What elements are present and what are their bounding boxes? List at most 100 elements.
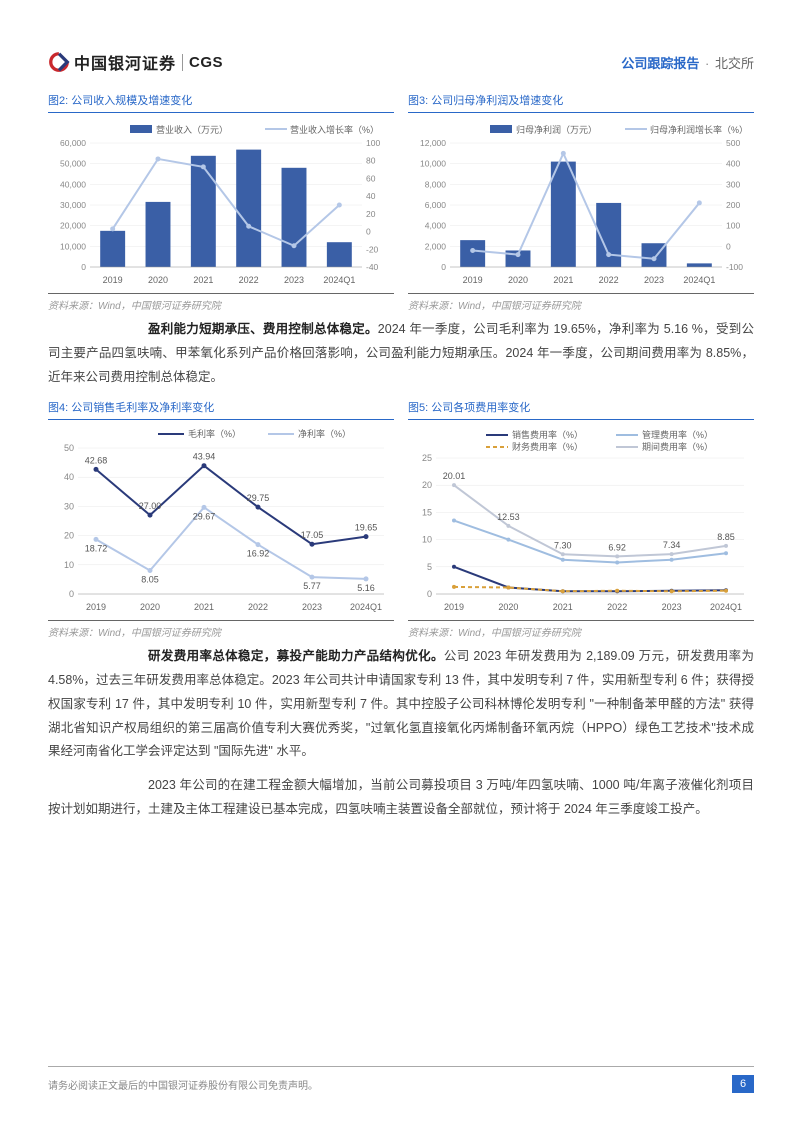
footer-text: 请务必阅读正文最后的中国银河证券股份有限公司免责声明。	[48, 1077, 318, 1092]
svg-text:25: 25	[422, 453, 432, 463]
svg-text:16.92: 16.92	[247, 549, 270, 559]
svg-text:2023: 2023	[644, 275, 664, 285]
chart3-svg: 归母净利润（万元）归母净利润增长率（%）02,0004,0006,0008,00…	[408, 119, 754, 289]
charts-row-1: 图2: 公司收入规模及增速变化 营业收入（万元） 营业收入增长率（%） 0 10,00…	[48, 92, 754, 312]
svg-text:2024Q1: 2024Q1	[710, 602, 742, 612]
svg-text:10: 10	[64, 560, 74, 570]
svg-text:财务费用率（%）: 财务费用率（%）	[512, 441, 583, 452]
svg-text:营业收入增长率（%）: 营业收入增长率（%）	[290, 124, 379, 135]
page-number: 6	[732, 1075, 754, 1093]
svg-text:10: 10	[422, 535, 432, 545]
svg-text:2019: 2019	[86, 602, 106, 612]
svg-text:归母净利润（万元）: 归母净利润（万元）	[516, 124, 597, 135]
svg-text:30,000: 30,000	[60, 200, 86, 210]
chart5-block: 图5: 公司各项费用率变化 销售费用率（%）管理费用率（%）财务费用率（%）期间…	[408, 399, 754, 639]
svg-text:0: 0	[366, 227, 371, 237]
svg-text:7.34: 7.34	[663, 540, 681, 550]
svg-text:归母净利润增长率（%）: 归母净利润增长率（%）	[650, 124, 748, 135]
svg-text:100: 100	[366, 138, 380, 148]
svg-text:2020: 2020	[508, 275, 528, 285]
svg-text:2021: 2021	[194, 602, 214, 612]
svg-text:60,000: 60,000	[60, 138, 86, 148]
svg-text:6,000: 6,000	[425, 200, 447, 210]
svg-text:4,000: 4,000	[425, 221, 447, 231]
page: 中国银河证券 CGS 公司跟踪报告 · 北交所 图2: 公司收入规模及增速变化 …	[0, 0, 802, 1133]
svg-text:毛利率（%）: 毛利率（%）	[188, 428, 241, 439]
report-type: 公司跟踪报告	[621, 56, 699, 71]
para1: 盈利能力短期承压、费用控制总体稳定。2024 年一季度，公司毛利率为 19.65…	[48, 318, 754, 389]
chart3-block: 图3: 公司归母净利润及增速变化 归母净利润（万元）归母净利润增长率（%）02,…	[408, 92, 754, 312]
svg-text:-40: -40	[366, 262, 379, 272]
para2-lead: 研发费用率总体稳定，募投产能助力产品结构优化。	[148, 649, 444, 663]
svg-text:营业收入（万元）: 营业收入（万元）	[156, 124, 228, 135]
logo-block: 中国银河证券 CGS	[48, 50, 223, 74]
svg-text:50,000: 50,000	[60, 159, 86, 169]
svg-text:2024Q1: 2024Q1	[350, 602, 382, 612]
svg-text:8.85: 8.85	[717, 532, 735, 542]
svg-text:7.30: 7.30	[554, 541, 572, 551]
svg-text:200: 200	[726, 200, 740, 210]
svg-text:2024Q1: 2024Q1	[683, 275, 715, 285]
chart4-source: 资料来源：Wind，中国银河证券研究院	[48, 620, 394, 639]
svg-text:20.01: 20.01	[443, 471, 466, 481]
svg-text:19.65: 19.65	[355, 523, 378, 533]
svg-text:管理费用率（%）: 管理费用率（%）	[642, 429, 713, 440]
svg-text:2023: 2023	[302, 602, 322, 612]
svg-text:2022: 2022	[607, 602, 627, 612]
svg-text:10,000: 10,000	[60, 241, 86, 251]
svg-text:10,000: 10,000	[420, 159, 446, 169]
header-sep: ·	[705, 56, 709, 71]
svg-text:20: 20	[366, 209, 376, 219]
header-right: 公司跟踪报告 · 北交所	[621, 53, 754, 72]
svg-text:0: 0	[81, 262, 86, 272]
charts-row-2: 图4: 公司销售毛利率及净利率变化 毛利率（%）净利率（%）0102030405…	[48, 399, 754, 639]
svg-text:5.16: 5.16	[357, 583, 375, 593]
svg-text:销售费用率（%）: 销售费用率（%）	[512, 429, 583, 440]
svg-text:2021: 2021	[553, 602, 573, 612]
chart4-svg: 毛利率（%）净利率（%）0102030405020192020202120222…	[48, 426, 394, 616]
para2: 研发费用率总体稳定，募投产能助力产品结构优化。公司 2023 年研发费用为 2,…	[48, 645, 754, 764]
chart2-block: 图2: 公司收入规模及增速变化 营业收入（万元） 营业收入增长率（%） 0 10,00…	[48, 92, 394, 312]
svg-text:2020: 2020	[498, 602, 518, 612]
svg-text:2021: 2021	[193, 275, 213, 285]
chart5-source: 资料来源：Wind，中国银河证券研究院	[408, 620, 754, 639]
svg-text:20: 20	[64, 531, 74, 541]
svg-text:0: 0	[69, 589, 74, 599]
svg-text:20,000: 20,000	[60, 221, 86, 231]
cgs-logo-icon	[48, 51, 70, 73]
svg-text:27.00: 27.00	[139, 501, 162, 511]
svg-text:-100: -100	[726, 262, 743, 272]
svg-text:80: 80	[366, 156, 376, 166]
chart2-svg: 营业收入（万元）营业收入增长率（%）010,00020,00030,00040,…	[48, 119, 394, 289]
svg-text:300: 300	[726, 179, 740, 189]
svg-text:0: 0	[427, 589, 432, 599]
svg-text:50: 50	[64, 443, 74, 453]
svg-text:8.05: 8.05	[141, 575, 159, 585]
svg-text:2022: 2022	[248, 602, 268, 612]
chart4-title: 图4: 公司销售毛利率及净利率变化	[48, 399, 394, 420]
svg-text:6.92: 6.92	[608, 543, 626, 553]
svg-text:2020: 2020	[148, 275, 168, 285]
svg-text:2022: 2022	[599, 275, 619, 285]
chart5-svg: 销售费用率（%）管理费用率（%）财务费用率（%）期间费用率（%）05101520…	[408, 426, 754, 616]
svg-text:2022: 2022	[239, 275, 259, 285]
svg-text:18.72: 18.72	[85, 544, 108, 554]
svg-text:30: 30	[64, 502, 74, 512]
para2-body: 公司 2023 年研发费用为 2,189.09 万元，研发费用率为 4.58%，…	[48, 649, 754, 758]
svg-text:42.68: 42.68	[85, 456, 108, 466]
chart2-title: 图2: 公司收入规模及增速变化	[48, 92, 394, 113]
svg-text:29.67: 29.67	[193, 512, 216, 522]
page-header: 中国银河证券 CGS 公司跟踪报告 · 北交所	[48, 50, 754, 74]
chart2-source: 资料来源：Wind，中国银河证券研究院	[48, 293, 394, 312]
exchange: 北交所	[715, 56, 754, 71]
svg-text:-20: -20	[366, 244, 379, 254]
svg-text:20: 20	[422, 480, 432, 490]
svg-text:2023: 2023	[284, 275, 304, 285]
svg-text:2024Q1: 2024Q1	[323, 275, 355, 285]
svg-text:43.94: 43.94	[193, 452, 216, 462]
svg-text:12.53: 12.53	[497, 512, 520, 522]
page-footer: 请务必阅读正文最后的中国银河证券股份有限公司免责声明。 6	[48, 1066, 754, 1093]
svg-text:100: 100	[726, 221, 740, 231]
svg-text:2,000: 2,000	[425, 241, 447, 251]
svg-text:12,000: 12,000	[420, 138, 446, 148]
